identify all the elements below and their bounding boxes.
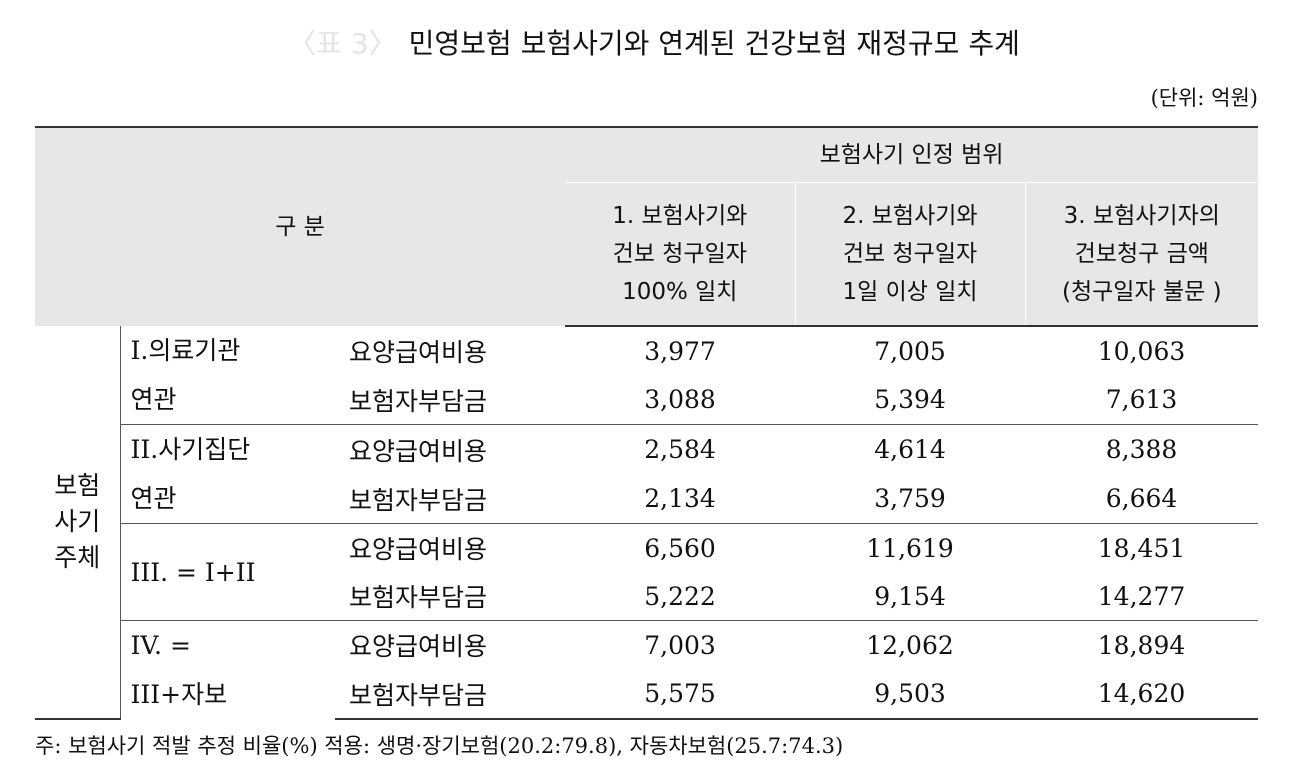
value-cell: 18,451	[1025, 523, 1259, 572]
text-line: 3. 보험사기자의	[1063, 203, 1220, 229]
text-line: (청구일자 불문 )	[1062, 279, 1222, 305]
data-row: III. = I+II 요양급여비용 6,560 11,619 18,451	[35, 523, 1259, 621]
item-label: 보험자부담금	[349, 485, 488, 515]
data-row: 보험자부담금 3,088 5,394 7,613	[35, 376, 1258, 425]
value-cell: 14,620	[1025, 669, 1259, 720]
table-body: 보험 사기 주체 I.의료기관 연관 요양급여비용 3,977 7,005 10,063 보험자부…	[35, 326, 1259, 720]
text-line: 건보청구 금액	[1074, 241, 1209, 267]
text-line: 보험	[54, 471, 101, 500]
category-header: 구 분	[35, 126, 566, 326]
title: 민영보험 보험사기와 연계된 건강보험 재정규모 추계	[408, 27, 1020, 60]
item-label: 요양급여비용	[349, 337, 488, 367]
item-label: 보험자부담금	[349, 386, 488, 416]
value-cell: 10,063	[1097, 336, 1186, 366]
text-line: 건보 청구일자	[612, 241, 747, 267]
value-cell: 14,277	[1097, 581, 1186, 611]
data-row: 보험자부담금 2,134 3,759 6,664	[35, 474, 1258, 524]
text-line: 연관	[130, 484, 177, 513]
value-cell: 6,664	[1105, 484, 1178, 513]
value-cell: 8,388	[1025, 424, 1259, 474]
table-number: 〈표 3〉	[288, 27, 397, 60]
value-cell: 4,614	[795, 424, 1026, 474]
text-line: 2. 보험사기와	[842, 203, 978, 229]
title-block: 〈표 3〉 민영보험 보험사기와 연계된 건강보험 재정규모 추계	[0, 22, 1308, 62]
data-row: 보험 사기 주체 I.의료기관 연관 요양급여비용 3,977 7,005 10,063	[35, 326, 1258, 720]
value-cell: 3,977	[644, 336, 716, 366]
text-line: 1일 이상 일치	[842, 279, 978, 305]
item-label: 요양급여비용	[335, 620, 566, 670]
value-cell: 3,088	[644, 385, 716, 415]
value-cell: 3,759	[874, 484, 946, 513]
text-line: 사기	[54, 507, 101, 536]
value-cell: 9,503	[795, 669, 1026, 720]
value-cell: 18,894	[1025, 620, 1259, 670]
text-line: II.사기집단	[130, 435, 251, 464]
item-label: 요양급여비용	[335, 424, 566, 474]
value-cell: 9,154	[874, 581, 946, 611]
span-header: 보험사기 인정 범위	[565, 126, 1259, 183]
data-row: 보험자부담금 5,575 9,503 14,620	[35, 669, 1259, 720]
subgroup-label: III. = I+II	[120, 523, 335, 621]
table-head: 구 분 보험사기 인정 범위 1. 보험사기와 건보 청구일자 100% 일치 2. 보험…	[35, 126, 1259, 327]
subgroup-label: IV. = III+자보	[120, 620, 335, 719]
item-label: 보험자부담금	[335, 669, 566, 720]
item-label: 요양급여비용	[335, 523, 566, 572]
footnote: 주: 보험사기 적발 추정 비율(%) 적용: 생명·장기보험(20.2:79.…	[35, 734, 844, 758]
item-label: 보험자부담금	[349, 583, 488, 612]
text-line: IV. =	[130, 631, 191, 660]
value-cell: 7,613	[1105, 385, 1178, 415]
data-row: IV. = III+자보 요양급여비용 7,003 12,062 18,894	[35, 620, 1259, 719]
value-cell: 5,394	[874, 385, 946, 415]
value-cell: 5,222	[644, 581, 716, 611]
value-cell: 2,584	[565, 424, 796, 474]
text-line: 건보 청구일자	[842, 241, 978, 267]
data-row: II.사기집단 연관 요양급여비용 2,584 4,614 8,388	[35, 424, 1259, 524]
text-line: 1. 보험사기와	[612, 203, 748, 229]
text-line: I.의료기관	[130, 336, 241, 365]
value-cell: 2,134	[644, 484, 716, 513]
text-line: 주체	[54, 543, 101, 572]
unit: (단위: 억원)	[1150, 86, 1258, 110]
value-cell: 7,005	[874, 336, 946, 366]
value-cell: 12,062	[795, 620, 1026, 670]
value-cell: 7,003	[565, 620, 796, 670]
value-cell: 5,575	[565, 669, 796, 720]
value-cell: 6,560	[565, 523, 796, 572]
text-line: 연관	[130, 385, 177, 414]
header-row: 구 분 보험사기 인정 범위	[35, 126, 1259, 326]
text-line: III. = I+II	[130, 557, 256, 587]
value-cell: 11,619	[795, 523, 1026, 572]
data-row: 보험자부담금 5,222 9,154 14,277	[35, 572, 1258, 621]
table: 구 분 보험사기 인정 범위 1. 보험사기와 건보 청구일자 100% 일치 2. 보험…	[35, 126, 1259, 720]
text-line: III+자보	[130, 680, 228, 709]
text-line: 100% 일치	[622, 279, 738, 305]
